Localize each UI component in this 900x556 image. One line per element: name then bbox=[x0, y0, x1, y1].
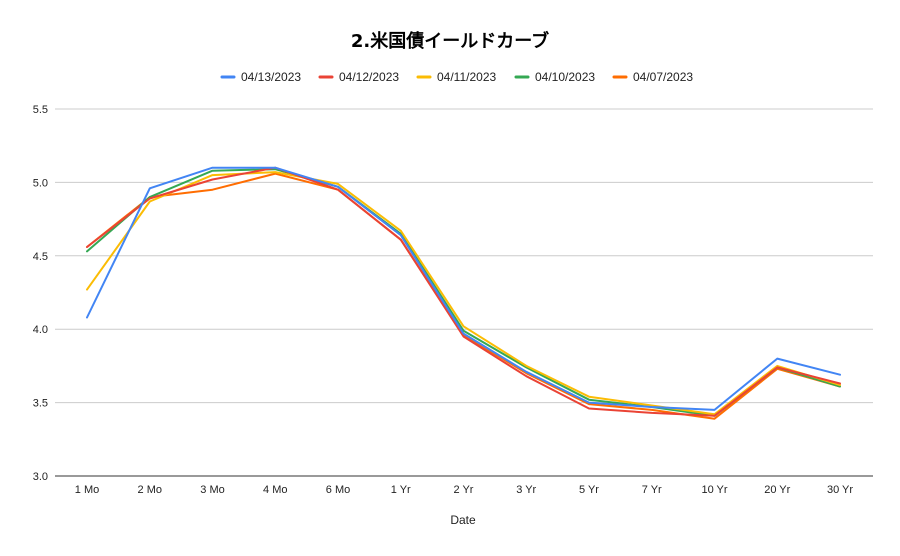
x-axis-label: Date bbox=[450, 513, 476, 527]
legend-label: 04/11/2023 bbox=[437, 70, 496, 84]
y-tick-label: 5.0 bbox=[33, 177, 48, 189]
legend-label: 04/10/2023 bbox=[535, 70, 595, 84]
y-axis-ticks: 3.0 3.5 4.0 4.5 5.0 5.5 bbox=[33, 104, 48, 483]
x-tick-label: 2 Yr bbox=[454, 484, 474, 496]
legend-item[interactable]: 04/10/2023 bbox=[514, 70, 595, 84]
y-tick-label: 3.5 bbox=[33, 398, 48, 410]
legend-item[interactable]: 04/11/2023 bbox=[416, 70, 496, 84]
x-tick-label: 10 Yr bbox=[701, 484, 727, 496]
x-tick-label: 3 Mo bbox=[200, 484, 224, 496]
legend-label: 04/13/2023 bbox=[241, 70, 301, 84]
y-tick-label: 3.0 bbox=[33, 471, 48, 483]
grid bbox=[55, 108, 873, 477]
legend-item[interactable]: 04/12/2023 bbox=[318, 70, 399, 84]
x-tick-label: 1 Mo bbox=[75, 484, 99, 496]
x-tick-label: 20 Yr bbox=[764, 484, 790, 496]
series-line-04-12-2023 bbox=[86, 166, 841, 417]
x-tick-label: 7 Yr bbox=[642, 484, 662, 496]
x-axis-ticks: 1 Mo 2 Mo 3 Mo 4 Mo 6 Mo 1 Yr 2 Yr 3 Yr 5 Yr 7 Yr… bbox=[75, 484, 854, 496]
y-tick-label: 5.5 bbox=[33, 104, 48, 116]
x-tick-label: 2 Mo bbox=[138, 484, 162, 496]
x-tick-label: 1 Yr bbox=[391, 484, 411, 496]
series-line-04-13-2023 bbox=[86, 166, 841, 411]
legend-item[interactable]: 04/13/2023 bbox=[220, 70, 301, 84]
legend: 04/13/2023 04/12/2023 04/11/2023 04/10/2023… bbox=[220, 70, 693, 84]
x-tick-label: 6 Mo bbox=[326, 484, 350, 496]
series-line-04-11-2023 bbox=[86, 171, 841, 416]
series-group bbox=[86, 166, 841, 420]
chart-title: 2.米国債イールドカーブ bbox=[351, 30, 549, 52]
y-tick-label: 4.5 bbox=[33, 251, 48, 263]
legend-item[interactable]: 04/07/2023 bbox=[612, 70, 693, 84]
legend-label: 04/12/2023 bbox=[339, 70, 399, 84]
y-tick-label: 4.0 bbox=[33, 324, 48, 336]
legend-label: 04/07/2023 bbox=[633, 70, 693, 84]
x-tick-label: 4 Mo bbox=[263, 484, 287, 496]
x-tick-label: 5 Yr bbox=[579, 484, 599, 496]
x-tick-label: 30 Yr bbox=[827, 484, 853, 496]
x-tick-label: 3 Yr bbox=[516, 484, 536, 496]
